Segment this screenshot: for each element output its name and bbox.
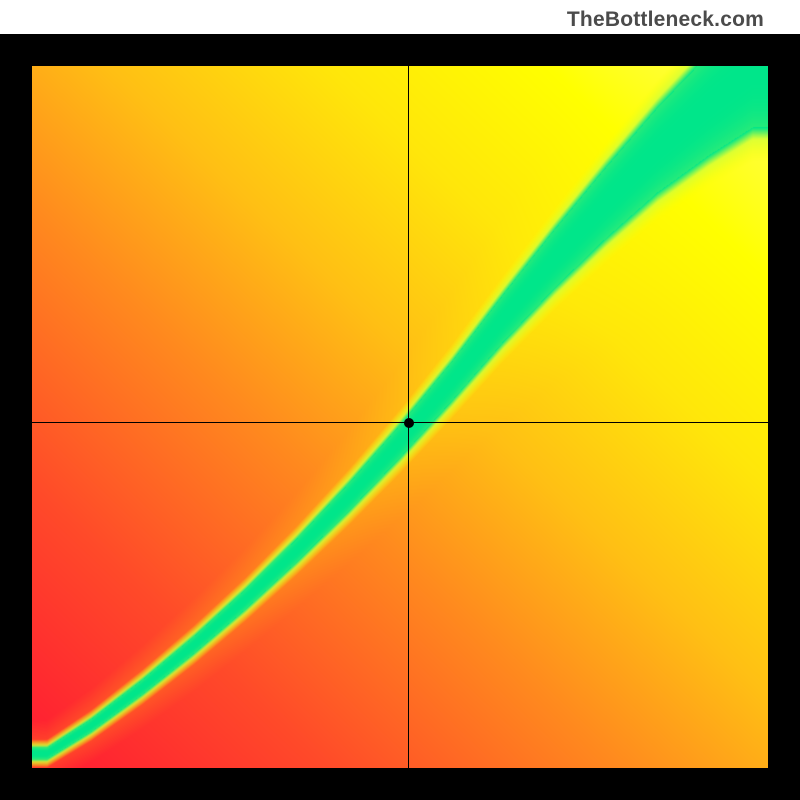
- crosshair-marker: [404, 418, 414, 428]
- watermark-text: TheBottleneck.com: [567, 8, 764, 32]
- crosshair-horizontal: [32, 422, 768, 423]
- heatmap-canvas: [32, 66, 768, 768]
- heatmap-plot: [32, 66, 768, 768]
